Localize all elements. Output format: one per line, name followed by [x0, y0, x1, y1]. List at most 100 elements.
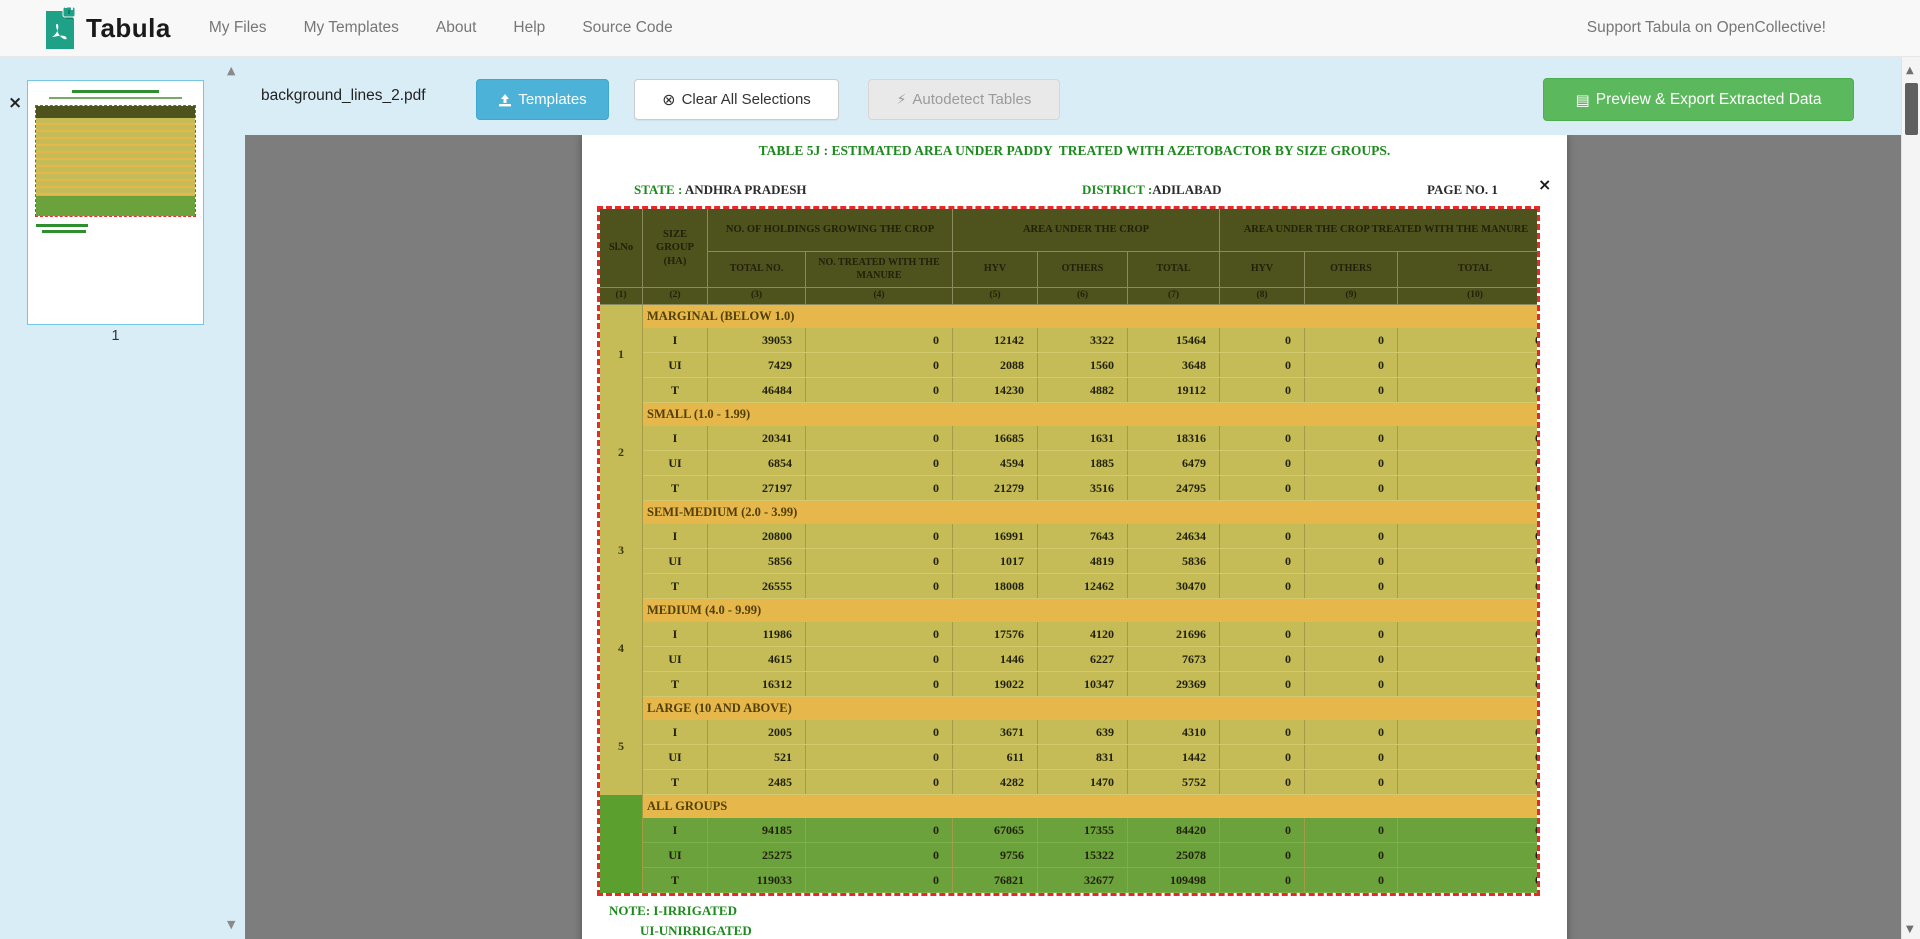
row-type-cell: I [643, 426, 708, 450]
col-num: (2) [643, 288, 708, 305]
data-cell: 0 [1220, 426, 1305, 450]
table-list-icon: ▤ [1575, 90, 1590, 109]
data-cell: 0 [1398, 549, 1537, 573]
table-row: UI25275097561532225078000 [643, 843, 1537, 868]
mini-meta-line [49, 97, 182, 99]
pdf-table-title: TABLE 5J : ESTIMATED AREA UNDER PADDY TR… [758, 143, 1391, 158]
col-num: (9) [1305, 288, 1398, 305]
data-cell: 24795 [1128, 476, 1220, 500]
data-cell: 0 [1220, 818, 1305, 842]
thumbnail-sidebar: × 1 [0, 80, 245, 939]
nav-help[interactable]: Help [513, 19, 546, 36]
data-cell: 109498 [1128, 868, 1220, 892]
pdf-page[interactable]: TABLE 5J : ESTIMATED AREA UNDER PADDY TR… [582, 135, 1567, 939]
data-cell: 67065 [953, 818, 1038, 842]
table-group: ALL GROUPSI941850670651735584420000UI252… [600, 795, 1537, 893]
col-num: (7) [1128, 288, 1220, 305]
data-cell: 1631 [1038, 426, 1128, 450]
nav-source-code[interactable]: Source Code [582, 19, 673, 36]
data-cell: 46484 [708, 378, 806, 402]
data-cell: 3671 [953, 720, 1038, 744]
scroll-up-icon[interactable]: ▲ [1906, 65, 1914, 76]
data-cell: 611 [953, 745, 1038, 769]
data-cell: 19022 [953, 672, 1038, 696]
data-cell: 0 [806, 451, 953, 475]
table-group: 4 MEDIUM (4.0 - 9.99) I 11986 0 17576 4120 2169… [600, 599, 1537, 697]
nav-my-files[interactable]: My Files [208, 19, 267, 36]
row-type-cell: T [643, 868, 708, 892]
data-cell: 1560 [1038, 353, 1128, 377]
table-group: 5 LARGE (10 AND ABOVE) I 2005 0 3671 639 4310 0 0… [600, 697, 1537, 795]
data-cell: 0 [806, 818, 953, 842]
export-label: Preview & Export Extracted Data [1595, 90, 1822, 108]
data-cell: 1017 [953, 549, 1038, 573]
header-others: OTHERS [1038, 252, 1128, 288]
table-row: I39053012142332215464000 [643, 328, 1537, 353]
header-total-2: TOTAL [1398, 252, 1537, 288]
data-cell: 76821 [953, 868, 1038, 892]
row-type-cell: T [643, 476, 708, 500]
preview-export-button[interactable]: ▤ Preview & Export Extracted Data [1543, 78, 1854, 121]
templates-label: Templates [518, 91, 587, 108]
data-cell: 16685 [953, 426, 1038, 450]
scroll-down-icon[interactable]: ▼ [1906, 924, 1914, 935]
row-type-cell: I [643, 328, 708, 352]
autodetect-tables-button[interactable]: ⚡ Autodetect Tables [868, 79, 1060, 120]
page-thumbnail[interactable] [27, 80, 204, 325]
header-hyv: HYV [953, 252, 1038, 288]
tabula-brand[interactable]: Tabula [42, 7, 171, 49]
data-cell: 0 [806, 720, 953, 744]
scrollbar-thumb[interactable] [1905, 83, 1918, 135]
data-cell: 5836 [1128, 549, 1220, 573]
support-link[interactable]: Support Tabula on OpenCollective! [1586, 19, 1826, 36]
table-row: UI52106118311442000 [643, 745, 1537, 770]
size-group-section-label: ALL GROUPS [643, 795, 1537, 818]
row-type-cell: UI [643, 745, 708, 769]
data-cell: 25078 [1128, 843, 1220, 867]
slno-cell: 2 [600, 403, 643, 501]
data-cell: 0 [1220, 672, 1305, 696]
clear-all-selections-button[interactable]: ⊗ Clear All Selections [634, 79, 839, 120]
data-cell: 0 [806, 622, 953, 646]
remove-page-button[interactable]: × [8, 93, 23, 113]
nav-about[interactable]: About [435, 19, 477, 36]
data-cell: 0 [806, 524, 953, 548]
data-cell: 4282 [953, 770, 1038, 794]
header-total-no: TOTAL NO. [708, 252, 806, 288]
data-cell: 0 [1305, 451, 1398, 475]
sidebar-scroll-down-icon[interactable]: ▼ [227, 918, 236, 931]
header-size-group: SIZE GROUP (HA) [643, 209, 708, 288]
templates-button[interactable]: Templates [476, 79, 609, 120]
data-cell: 4594 [953, 451, 1038, 475]
slno-cell: 1 [600, 305, 643, 403]
data-cell: 4310 [1128, 720, 1220, 744]
data-cell: 1442 [1128, 745, 1220, 769]
data-cell: 0 [806, 770, 953, 794]
data-cell: 7429 [708, 353, 806, 377]
data-cell: 15322 [1038, 843, 1128, 867]
vertical-scrollbar[interactable]: ▲ ▼ [1901, 57, 1920, 939]
data-cell: 0 [1398, 745, 1537, 769]
data-cell: 0 [1305, 720, 1398, 744]
nav-my-templates[interactable]: My Templates [303, 19, 399, 36]
selection-close-button[interactable]: × [1538, 175, 1552, 194]
table-selection-box[interactable]: Sl.No SIZE GROUP (HA) NO. OF HOLDINGS GR… [597, 206, 1540, 896]
data-cell: 0 [1220, 770, 1305, 794]
data-cell: 0 [806, 843, 953, 867]
data-cell: 0 [1398, 476, 1537, 500]
data-cell: 12142 [953, 328, 1038, 352]
header-no-treated: NO. TREATED WITH THE MANURE [806, 252, 953, 288]
col-num: (4) [806, 288, 953, 305]
data-cell: 25275 [708, 843, 806, 867]
remove-circle-icon: ⊗ [662, 90, 676, 109]
data-cell: 0 [806, 868, 953, 892]
data-cell: 6227 [1038, 647, 1128, 671]
data-cell: 0 [1398, 622, 1537, 646]
row-type-cell: UI [643, 549, 708, 573]
page-number-label: 1 [111, 328, 120, 344]
pdf-district-line: DISTRICT :ADILABAD [1082, 182, 1222, 198]
data-cell: 0 [1220, 378, 1305, 402]
data-cell: 7673 [1128, 647, 1220, 671]
col-num: (6) [1038, 288, 1128, 305]
sidebar-scroll-up-icon[interactable]: ▲ [227, 64, 236, 77]
